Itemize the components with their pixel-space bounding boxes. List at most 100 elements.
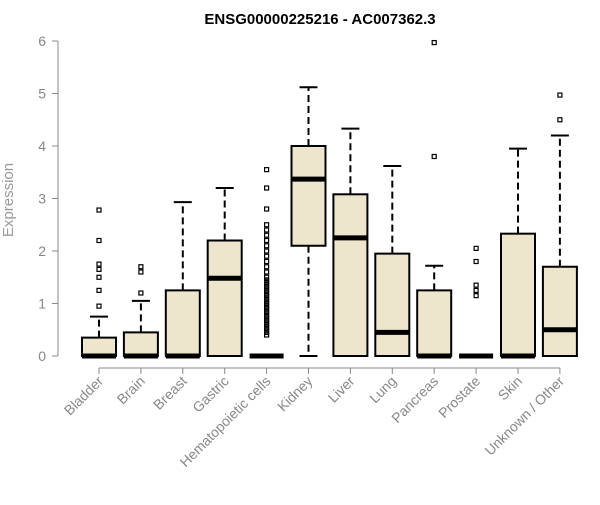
outlier-point <box>264 253 270 259</box>
outlier-point <box>264 227 270 233</box>
y-tick-label: 0 <box>38 348 46 364</box>
y-tick-label: 5 <box>38 86 46 102</box>
outlier-point <box>473 287 479 293</box>
outlier-point <box>264 308 270 314</box>
x-tick-label: Liver <box>325 373 358 406</box>
y-axis: 0 1 2 3 4 5 6 <box>38 33 59 364</box>
outlier-point <box>96 287 102 293</box>
box-body <box>206 239 243 357</box>
box-body <box>290 145 327 247</box>
box-5 <box>290 86 327 357</box>
outlier-point <box>264 285 270 291</box>
outlier-point <box>473 293 479 299</box>
box-3 <box>206 187 243 357</box>
y-tick-label: 3 <box>38 191 46 207</box>
outlier-point <box>264 327 270 333</box>
outlier-point <box>138 290 144 296</box>
outlier-point <box>264 282 270 288</box>
outlier-point <box>138 269 144 275</box>
y-tick-label: 1 <box>38 296 46 312</box>
outlier-point <box>264 277 270 283</box>
x-tick-label: Unknown / Other <box>481 373 567 459</box>
outlier-point <box>264 324 270 330</box>
x-tick-label: Prostate <box>435 373 483 421</box>
box-4 <box>249 167 284 359</box>
outlier-point <box>473 245 479 251</box>
box-11 <box>541 92 578 357</box>
outlier-point <box>96 261 102 267</box>
outlier-point <box>557 92 563 98</box>
y-tick-label: 2 <box>38 243 46 259</box>
box-body <box>416 289 453 357</box>
outlier-point <box>264 332 270 338</box>
outlier-point <box>264 232 270 238</box>
outlier-point <box>138 264 144 270</box>
box-9 <box>459 245 494 359</box>
box-body <box>374 252 411 357</box>
outlier-point <box>96 303 102 309</box>
outlier-point <box>264 295 270 301</box>
outlier-point <box>264 290 270 296</box>
outlier-point <box>264 306 270 312</box>
outlier-point <box>264 311 270 317</box>
outlier-point <box>264 222 270 228</box>
outlier-point <box>264 316 270 322</box>
outlier-point <box>264 321 270 328</box>
x-tick-label: Bladder <box>61 373 107 419</box>
chart-title: ENSG00000225216 - AC007362.3 <box>204 11 435 28</box>
outlier-point <box>264 258 270 265</box>
boxes-group <box>81 39 578 359</box>
outlier-point <box>264 274 270 280</box>
x-tick-label: Pancreas <box>388 373 441 426</box>
outlier-point <box>431 39 437 46</box>
x-tick-label: Skin <box>495 373 526 404</box>
outlier-point <box>264 298 270 304</box>
outlier-point <box>264 264 270 270</box>
outlier-point <box>96 207 102 213</box>
outlier-point <box>96 237 102 244</box>
y-axis-label: Expression <box>0 163 17 237</box>
box-body <box>332 193 369 357</box>
outlier-point <box>264 167 270 173</box>
outlier-point <box>264 329 270 335</box>
outlier-point <box>264 314 270 320</box>
outlier-point <box>264 303 270 309</box>
box-2 <box>164 201 201 359</box>
outlier-point <box>473 282 479 288</box>
x-tick-label: Lung <box>366 373 399 406</box>
outlier-point <box>264 237 270 244</box>
box-0 <box>81 207 117 359</box>
outlier-point <box>264 293 270 299</box>
outlier-point <box>264 269 270 275</box>
outlier-point <box>96 274 102 280</box>
outlier-point <box>264 287 270 293</box>
outlier-point <box>96 266 102 272</box>
box-body <box>81 336 117 357</box>
outlier-point <box>264 319 270 325</box>
x-tick-label: Breast <box>150 373 190 413</box>
box-body <box>541 265 578 357</box>
y-tick-label: 6 <box>38 33 46 49</box>
outlier-point <box>264 248 270 254</box>
outlier-point <box>264 279 270 286</box>
box-body <box>164 289 201 357</box>
outlier-point <box>264 300 270 307</box>
outlier-point <box>264 206 270 212</box>
box-body <box>122 331 159 357</box>
box-7 <box>374 164 411 357</box>
box-10 <box>500 147 536 359</box>
x-tick-label: Kidney <box>274 373 316 415</box>
outlier-point <box>264 185 270 191</box>
box-6 <box>332 127 369 357</box>
box-8 <box>416 39 453 359</box>
outlier-point <box>557 117 563 123</box>
box-body <box>500 232 536 357</box>
y-tick-label: 4 <box>38 138 46 154</box>
x-tick-label: Brain <box>114 373 148 407</box>
outlier-point <box>473 258 479 265</box>
box-1 <box>122 264 159 359</box>
outlier-point <box>264 243 270 249</box>
